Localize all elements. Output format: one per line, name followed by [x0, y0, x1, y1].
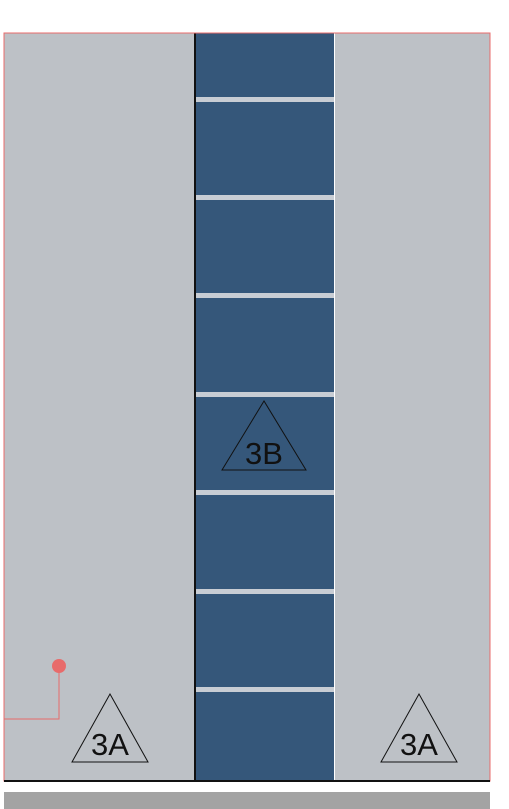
triangle-icon: [380, 692, 458, 763]
center-band: [196, 33, 334, 781]
triangle-icon: [221, 400, 307, 471]
band-rung: [196, 687, 334, 692]
band-rung: [196, 490, 334, 495]
left-zone: [4, 33, 194, 781]
marker-3a-left: 3A: [71, 692, 149, 763]
floor-strip: [4, 792, 490, 809]
band-rung: [196, 97, 334, 102]
right-zone: [335, 33, 490, 781]
marker-label: 3A: [91, 727, 129, 762]
triangle-icon: [71, 692, 149, 763]
marker-3b-center: 3B: [221, 400, 307, 471]
leader-dot: [52, 659, 66, 673]
marker-label: 3B: [245, 436, 283, 471]
band-rung: [196, 195, 334, 200]
marker-3a-right: 3A: [380, 692, 458, 763]
band-rung: [196, 392, 334, 397]
marker-label: 3A: [400, 727, 438, 762]
band-rungs: [196, 97, 334, 692]
band-rung: [196, 293, 334, 298]
band-rung: [196, 589, 334, 594]
leader-line: [4, 666, 60, 720]
